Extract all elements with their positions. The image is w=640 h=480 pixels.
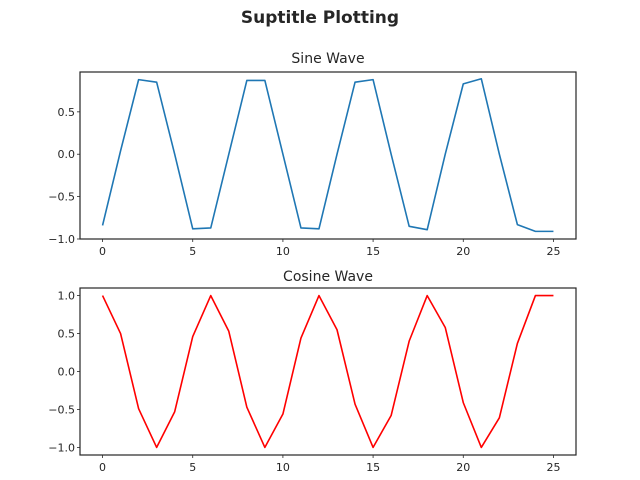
cosine-ytick-label: −1.0 bbox=[48, 441, 75, 454]
sine-xtick-label: 5 bbox=[189, 245, 196, 258]
cosine-xtick-label: 5 bbox=[189, 461, 196, 474]
sine-plot-title: Sine Wave bbox=[291, 51, 364, 67]
sine-ytick-label: −1.0 bbox=[48, 233, 75, 246]
sine-ytick-label: 0.5 bbox=[58, 106, 76, 119]
cosine-xtick-label: 15 bbox=[366, 461, 380, 474]
cosine-ytick-label: 0.5 bbox=[58, 328, 76, 341]
cosine-plot-title: Cosine Wave bbox=[283, 269, 373, 285]
sine-plot-frame bbox=[79, 71, 577, 240]
cosine-xtick-label: 25 bbox=[546, 461, 560, 474]
sine-xtick-label: 15 bbox=[366, 245, 380, 258]
sine-xtick-label: 0 bbox=[99, 245, 106, 258]
subplot-cosine: Cosine Wave 0 5 10 15 20 25 −1.0 −0.5 0.0 0.5 1.0 bbox=[48, 269, 577, 474]
sine-xtick-label: 25 bbox=[546, 245, 560, 258]
cosine-xtick-label: 10 bbox=[276, 461, 290, 474]
cosine-ytick-label: 0.0 bbox=[58, 366, 76, 379]
sine-xtick-label: 10 bbox=[276, 245, 290, 258]
cosine-xtick-label: 20 bbox=[456, 461, 470, 474]
cosine-ytick-label: −0.5 bbox=[48, 403, 75, 416]
sine-xtick-label: 20 bbox=[456, 245, 470, 258]
sine-ytick-label: 0.0 bbox=[58, 148, 76, 161]
suptitle: Suptitle Plotting bbox=[241, 8, 399, 28]
cosine-series-line bbox=[101, 294, 554, 449]
subplot-sine: Sine Wave 0 5 10 15 20 25 −1.0 −0.5 0.0 0.5 bbox=[48, 51, 577, 258]
cosine-ytick-label: 1.0 bbox=[58, 290, 76, 303]
sine-series-line bbox=[101, 77, 554, 233]
cosine-plot-frame bbox=[79, 287, 577, 456]
sine-ytick-label: −0.5 bbox=[48, 191, 75, 204]
cosine-xtick-label: 0 bbox=[99, 461, 106, 474]
